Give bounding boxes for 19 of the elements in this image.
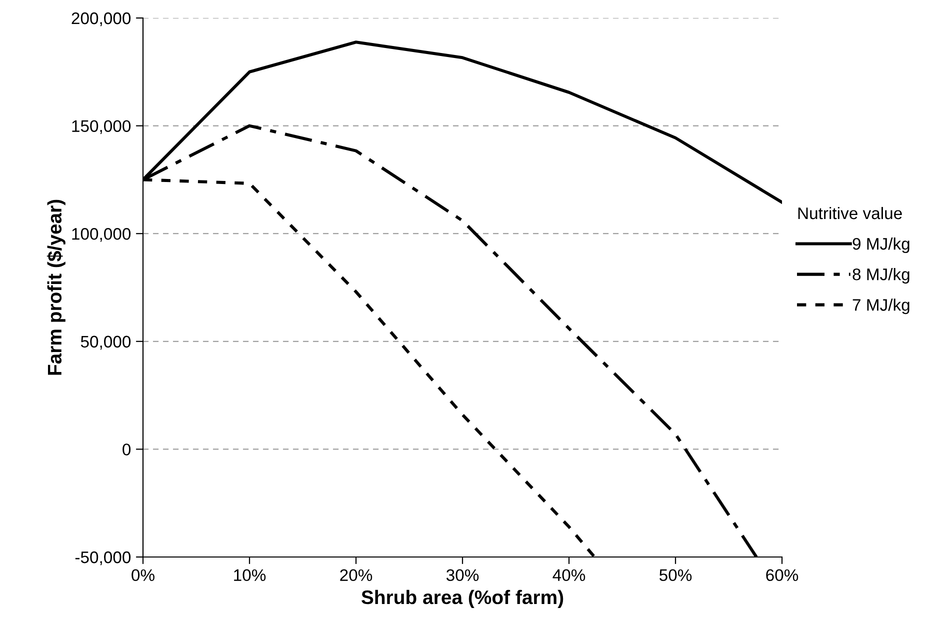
x-tick-label: 40% — [552, 569, 586, 582]
legend-label: 7 MJ/kg — [852, 298, 910, 314]
y-tick-label: 200,000 — [72, 12, 131, 26]
x-axis-title: Shrub area (%of farm) — [362, 590, 564, 608]
y-tick-label: -50,000 — [75, 551, 131, 566]
legend-title: Nutritive value — [798, 206, 902, 220]
x-tick-label: 20% — [340, 569, 372, 582]
y-axis-title: Farm profit ($/year) — [46, 200, 66, 375]
x-tick-label: 0% — [132, 569, 154, 582]
x-tick-label: 50% — [659, 569, 692, 582]
y-tick-label: 0 — [122, 444, 131, 456]
y-tick-label: 150,000 — [72, 120, 131, 134]
y-tick-label: 50,000 — [80, 336, 131, 350]
y-tick-label: 100,000 — [72, 228, 131, 242]
x-tick-label: 30% — [446, 569, 479, 582]
x-tick-label: 10% — [234, 569, 266, 582]
legend-label: 9 MJ/kg — [852, 238, 910, 254]
x-tick-label: 60% — [766, 569, 798, 582]
legend-label: 8 MJ/kg — [852, 268, 910, 284]
